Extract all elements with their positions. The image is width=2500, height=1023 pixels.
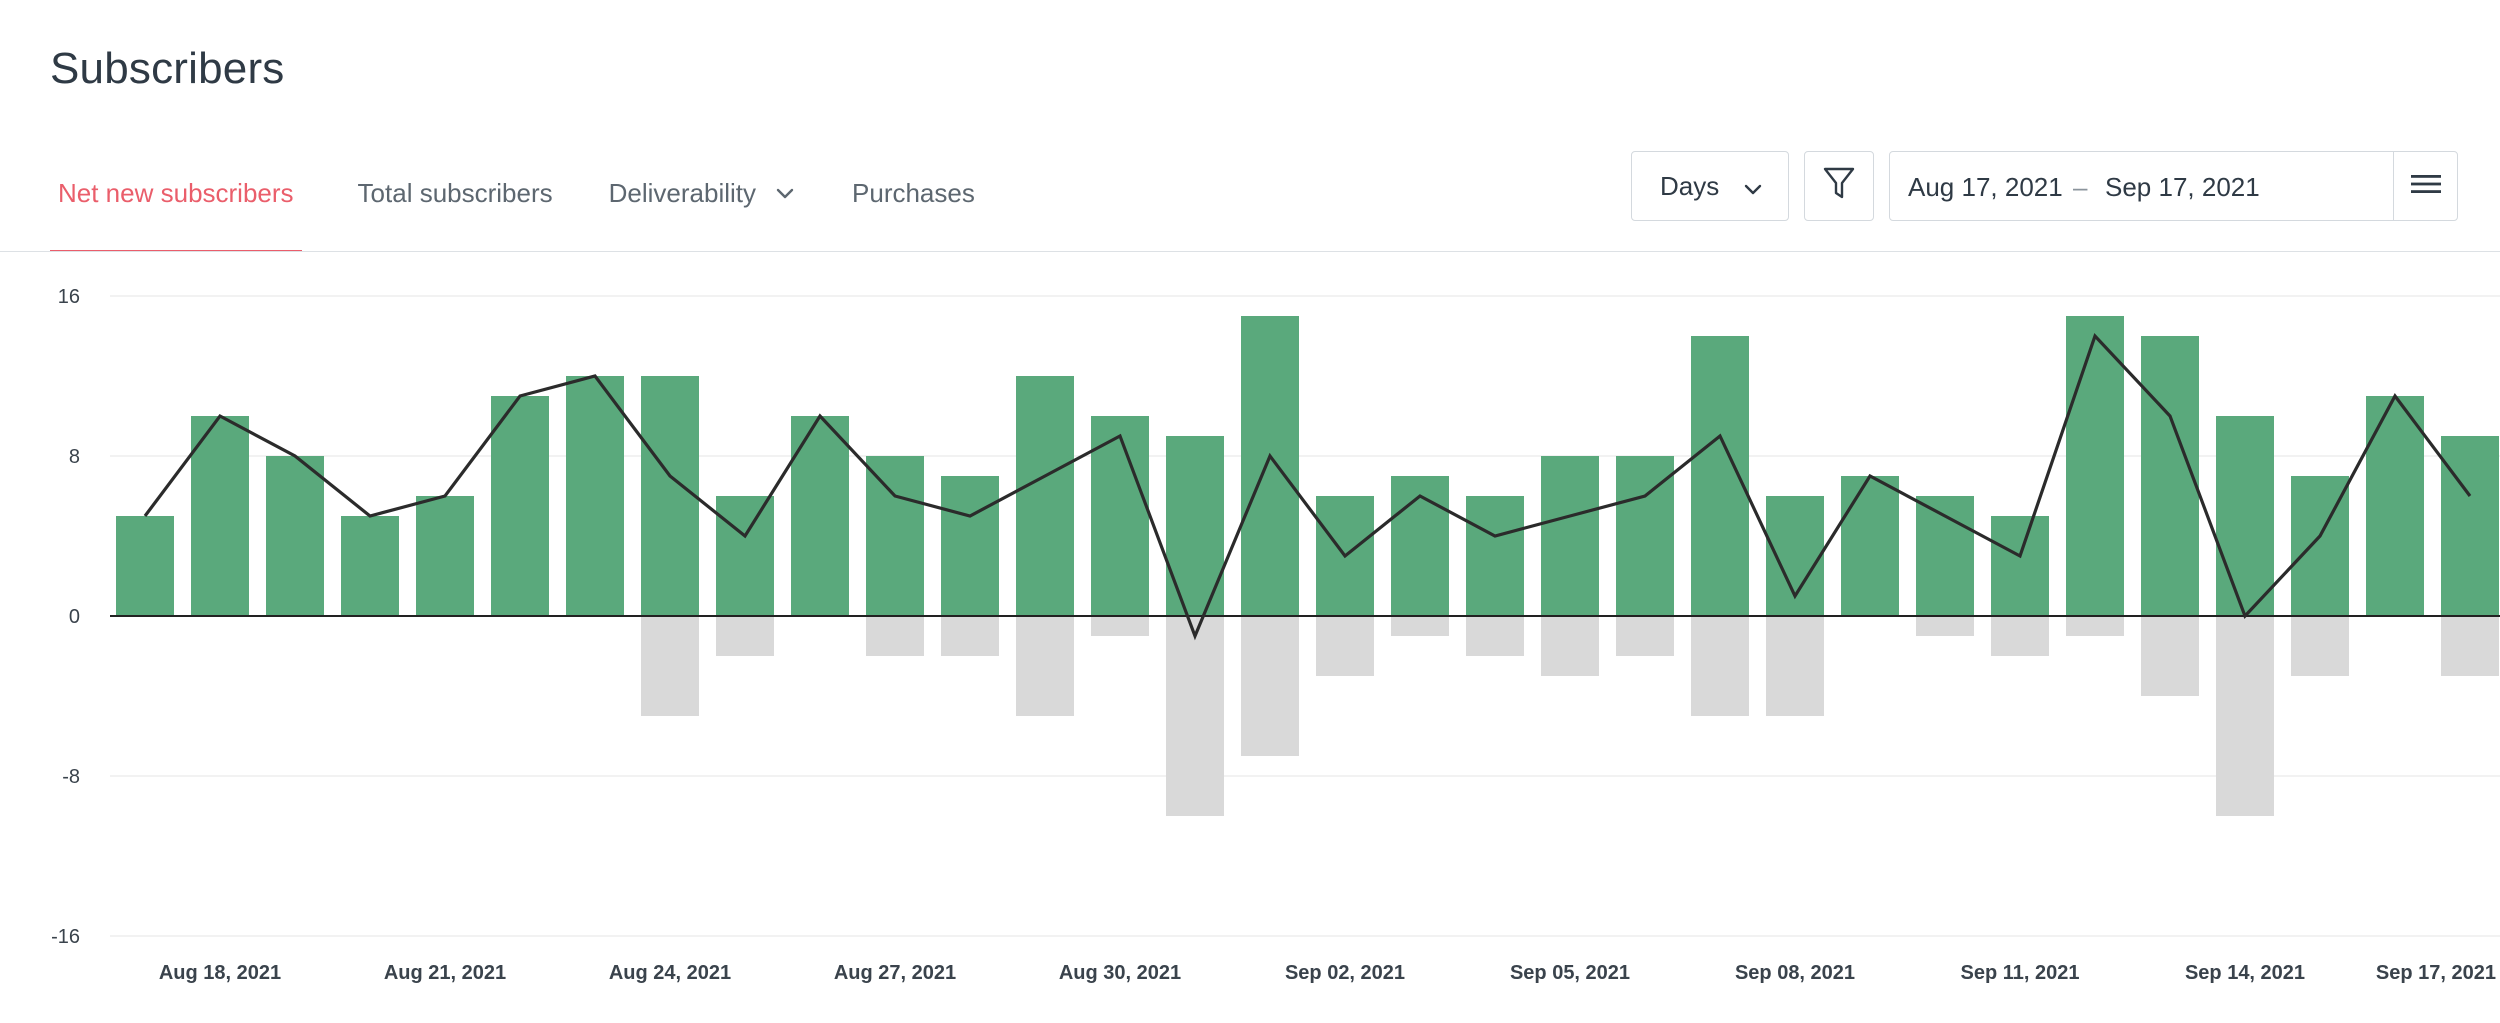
bar-negative xyxy=(1616,616,1674,656)
x-tick-label: Sep 08, 2021 xyxy=(1735,962,1855,984)
bar-negative xyxy=(1016,616,1074,716)
tab-net-new-subscribers[interactable]: Net new subscribers xyxy=(50,148,302,252)
tab-purchases[interactable]: Purchases xyxy=(852,148,975,252)
chevron-down-icon xyxy=(774,182,796,204)
bar-negative xyxy=(1391,616,1449,636)
bar-negative xyxy=(1991,616,2049,656)
date-range-separator: – xyxy=(2073,172,2088,202)
y-tick-label: 0 xyxy=(69,606,80,628)
bar-negative xyxy=(1541,616,1599,676)
page-title: Subscribers xyxy=(50,44,285,93)
bar-positive xyxy=(716,496,774,616)
filter-button[interactable] xyxy=(1804,151,1874,221)
x-tick-label: Aug 24, 2021 xyxy=(609,962,731,984)
bar-negative xyxy=(866,616,924,656)
bar-positive xyxy=(491,396,549,616)
y-tick-label: 16 xyxy=(58,286,80,308)
bar-positive xyxy=(566,376,624,616)
x-tick-label: Sep 14, 2021 xyxy=(2185,962,2305,984)
bar-positive xyxy=(1916,496,1974,616)
bar-positive xyxy=(1841,476,1899,616)
bar-positive xyxy=(1991,516,2049,616)
bar-positive xyxy=(866,456,924,616)
hamburger-icon xyxy=(2410,171,2442,202)
date-range-start[interactable]: Aug 17, 2021 xyxy=(1908,172,2063,202)
tab-label: Net new subscribers xyxy=(58,178,294,208)
x-tick-label: Sep 02, 2021 xyxy=(1285,962,1405,984)
bar-positive xyxy=(1391,476,1449,616)
bar-negative xyxy=(1091,616,1149,636)
bar-positive xyxy=(1091,416,1149,616)
bar-negative xyxy=(941,616,999,656)
bar-negative xyxy=(1241,616,1299,756)
bar-negative xyxy=(2216,616,2274,816)
bar-negative xyxy=(1691,616,1749,716)
bar-negative xyxy=(2291,616,2349,676)
bar-negative xyxy=(2441,616,2499,676)
bar-negative xyxy=(1166,616,1224,816)
chevron-down-icon xyxy=(1742,176,1764,198)
chart-menu-button[interactable] xyxy=(2393,152,2457,220)
x-tick-label: Aug 18, 2021 xyxy=(159,962,281,984)
x-tick-label: Sep 17, 2021 xyxy=(2376,962,2496,984)
bar-positive xyxy=(266,456,324,616)
bar-negative xyxy=(1466,616,1524,656)
granularity-select[interactable]: Days xyxy=(1631,151,1789,221)
bar-positive xyxy=(2366,396,2424,616)
granularity-value: Days xyxy=(1660,170,1720,201)
bar-negative xyxy=(2066,616,2124,636)
bar-positive xyxy=(2066,316,2124,616)
tab-label: Total subscribers xyxy=(357,178,553,208)
header-divider xyxy=(0,251,2500,252)
net-line-series xyxy=(143,332,2472,641)
x-tick-label: Aug 27, 2021 xyxy=(834,962,956,984)
tab-total-subscribers[interactable]: Total subscribers xyxy=(358,148,553,252)
bar-negative xyxy=(641,616,699,716)
bar-positive xyxy=(2141,336,2199,616)
bar-positive xyxy=(941,476,999,616)
bar-negative xyxy=(1916,616,1974,636)
bar-positive xyxy=(1016,376,1074,616)
bar-negative xyxy=(716,616,774,656)
date-range-picker[interactable]: Aug 17, 2021 – Sep 17, 2021 xyxy=(1889,151,2458,221)
x-tick-label: Sep 05, 2021 xyxy=(1510,962,1630,984)
y-tick-label: -8 xyxy=(62,766,80,788)
date-range-end[interactable]: Sep 17, 2021 xyxy=(2105,172,2260,202)
y-tick-label: -16 xyxy=(51,926,80,948)
bar-positive xyxy=(2441,436,2499,616)
filter-icon xyxy=(1822,166,1856,207)
bar-positive xyxy=(116,516,174,616)
bar-negative xyxy=(2141,616,2199,696)
x-tick-label: Sep 11, 2021 xyxy=(1961,962,2080,984)
x-tick-label: Aug 21, 2021 xyxy=(384,962,506,984)
bar-negative xyxy=(1766,616,1824,716)
bar-positive xyxy=(1241,316,1299,616)
report-tabs: Net new subscribers Total subscribers De… xyxy=(50,148,1031,252)
tab-deliverability[interactable]: Deliverability xyxy=(609,148,796,252)
tab-label: Purchases xyxy=(852,178,975,208)
y-tick-label: 8 xyxy=(69,446,80,468)
bar-positive xyxy=(1541,456,1599,616)
bar-negative xyxy=(1316,616,1374,676)
x-tick-label: Aug 30, 2021 xyxy=(1059,962,1181,984)
bar-positive xyxy=(2216,416,2274,616)
bar-positive xyxy=(416,496,474,616)
net-new-subscribers-chart: 16 8 0 -8 -16 Aug 18, 2021 Aug 21, 2021 Aug 24,… xyxy=(51,286,2500,984)
bar-positive xyxy=(1616,456,1674,616)
bar-positive xyxy=(341,516,399,616)
tab-label: Deliverability xyxy=(608,178,757,208)
bar-positive xyxy=(1466,496,1524,616)
bar-positive xyxy=(191,416,249,616)
bar-positive xyxy=(641,376,699,616)
